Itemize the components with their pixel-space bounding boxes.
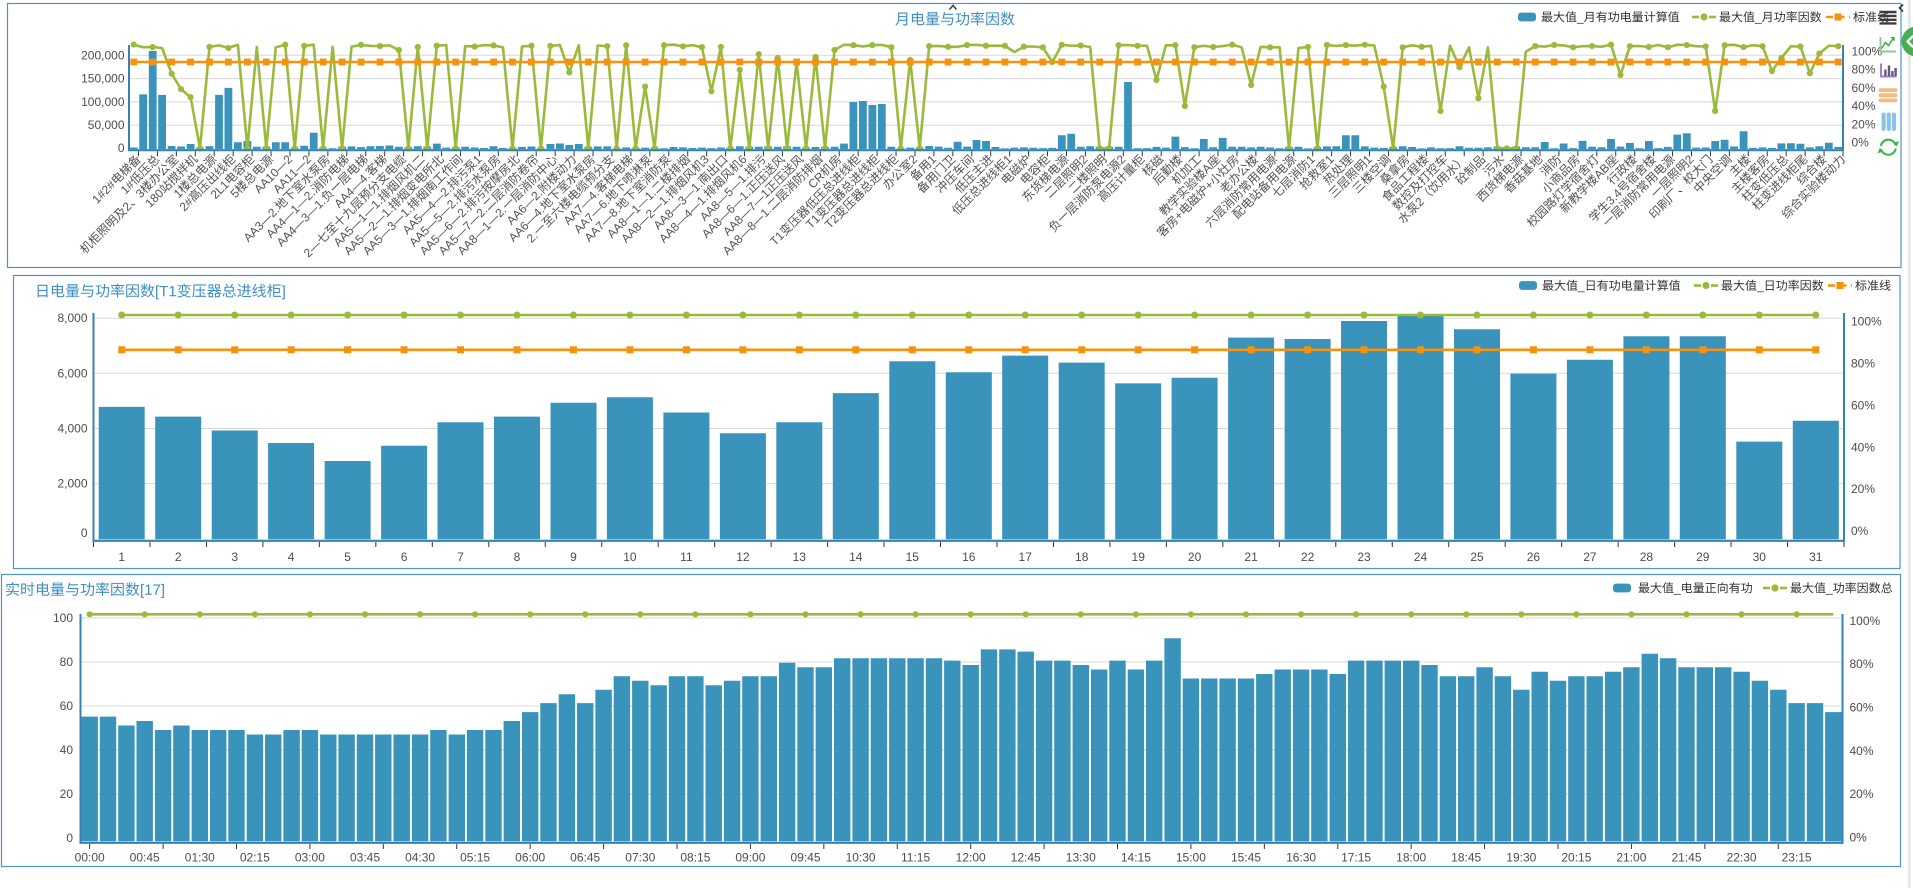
svg-text:40%: 40% — [1851, 440, 1875, 454]
svg-text:09:45: 09:45 — [790, 851, 820, 865]
svg-text:18:45: 18:45 — [1451, 851, 1481, 865]
svg-text:13: 13 — [793, 550, 807, 564]
svg-text:06:45: 06:45 — [570, 851, 600, 865]
svg-text:13:30: 13:30 — [1066, 851, 1096, 865]
svg-text:100%: 100% — [1851, 315, 1882, 329]
svg-text:15:45: 15:45 — [1231, 851, 1261, 865]
svg-text:15: 15 — [906, 550, 920, 564]
svg-text:6,000: 6,000 — [57, 366, 87, 380]
svg-text:11: 11 — [680, 550, 693, 564]
svg-text:15:00: 15:00 — [1176, 851, 1206, 865]
svg-text:14: 14 — [849, 550, 863, 564]
svg-text:16:30: 16:30 — [1286, 851, 1316, 865]
svg-text:22: 22 — [1301, 550, 1315, 564]
svg-text:00:45: 00:45 — [130, 851, 160, 865]
svg-text:28: 28 — [1640, 550, 1654, 564]
svg-text:23:15: 23:15 — [1782, 851, 1812, 865]
svg-text:6: 6 — [401, 550, 408, 564]
svg-text:11:15: 11:15 — [901, 851, 930, 865]
svg-text:19:30: 19:30 — [1506, 851, 1536, 865]
svg-text:08:15: 08:15 — [680, 851, 710, 865]
svg-text:12:00: 12:00 — [956, 851, 986, 865]
svg-text:80%: 80% — [1851, 357, 1875, 371]
svg-text:40%: 40% — [1850, 744, 1874, 758]
svg-text:80%: 80% — [1852, 63, 1876, 77]
svg-text:150,000: 150,000 — [81, 72, 125, 86]
svg-text:01:30: 01:30 — [185, 851, 215, 865]
svg-text:0%: 0% — [1851, 524, 1869, 538]
svg-text:40: 40 — [60, 743, 74, 757]
svg-text:12:45: 12:45 — [1011, 851, 1041, 865]
svg-text:8,000: 8,000 — [57, 311, 87, 325]
svg-text:1: 1 — [118, 550, 125, 564]
svg-text:21:45: 21:45 — [1671, 851, 1701, 865]
svg-text:4: 4 — [288, 550, 295, 564]
svg-text:00:00: 00:00 — [75, 851, 105, 865]
svg-text:0%: 0% — [1852, 136, 1870, 150]
svg-text:100: 100 — [53, 611, 73, 625]
svg-text:04:30: 04:30 — [405, 851, 435, 865]
svg-text:20%: 20% — [1852, 117, 1876, 131]
svg-text:7: 7 — [457, 550, 464, 564]
svg-text:80%: 80% — [1850, 657, 1874, 671]
svg-text:20: 20 — [60, 787, 74, 801]
svg-text:60: 60 — [60, 699, 74, 713]
svg-text:60%: 60% — [1852, 81, 1876, 95]
svg-text:03:00: 03:00 — [295, 851, 325, 865]
svg-text:23: 23 — [1357, 550, 1371, 564]
svg-text:25: 25 — [1470, 550, 1484, 564]
svg-text:19: 19 — [1132, 550, 1146, 564]
svg-text:8: 8 — [514, 550, 521, 564]
svg-text:17:15: 17:15 — [1341, 851, 1371, 865]
svg-text:10:30: 10:30 — [846, 851, 876, 865]
svg-text:4,000: 4,000 — [57, 422, 87, 436]
svg-text:18:00: 18:00 — [1396, 851, 1426, 865]
svg-text:09:00: 09:00 — [735, 851, 765, 865]
svg-text:60%: 60% — [1851, 398, 1875, 412]
svg-text:80: 80 — [60, 655, 74, 669]
svg-text:20:15: 20:15 — [1561, 851, 1591, 865]
svg-text:27: 27 — [1583, 550, 1597, 564]
svg-text:16: 16 — [962, 550, 976, 564]
svg-text:200,000: 200,000 — [81, 48, 125, 62]
svg-text:03:45: 03:45 — [350, 851, 380, 865]
svg-text:26: 26 — [1527, 550, 1541, 564]
svg-text:100%: 100% — [1852, 44, 1883, 58]
svg-text:60%: 60% — [1850, 701, 1874, 715]
svg-text:06:00: 06:00 — [515, 851, 545, 865]
svg-text:50,000: 50,000 — [88, 118, 125, 132]
svg-text:20: 20 — [1188, 550, 1202, 564]
svg-text:100%: 100% — [1850, 614, 1881, 628]
svg-text:2: 2 — [175, 550, 182, 564]
svg-text:12: 12 — [736, 550, 750, 564]
svg-text:20%: 20% — [1850, 787, 1874, 801]
svg-text:100,000: 100,000 — [81, 95, 125, 109]
svg-text:17: 17 — [1019, 550, 1033, 564]
svg-text:18: 18 — [1075, 550, 1089, 564]
svg-text:0: 0 — [66, 831, 73, 845]
svg-text:05:15: 05:15 — [460, 851, 490, 865]
svg-text:02:15: 02:15 — [240, 851, 270, 865]
svg-text:20%: 20% — [1851, 482, 1875, 496]
svg-text:9: 9 — [570, 550, 577, 564]
svg-text:30: 30 — [1753, 550, 1767, 564]
svg-text:0: 0 — [81, 526, 88, 540]
svg-text:40%: 40% — [1852, 99, 1876, 113]
svg-text:21:00: 21:00 — [1616, 851, 1646, 865]
svg-text:10: 10 — [623, 550, 637, 564]
svg-text:07:30: 07:30 — [625, 851, 655, 865]
svg-text:2,000: 2,000 — [57, 477, 87, 491]
svg-text:22:30: 22:30 — [1727, 851, 1757, 865]
svg-text:31: 31 — [1809, 550, 1823, 564]
svg-text:5: 5 — [344, 550, 351, 564]
svg-text:24: 24 — [1414, 550, 1428, 564]
svg-text:14:15: 14:15 — [1121, 851, 1151, 865]
svg-text:29: 29 — [1696, 550, 1710, 564]
svg-text:3: 3 — [231, 550, 238, 564]
svg-text:0: 0 — [118, 141, 125, 155]
svg-text:0%: 0% — [1850, 831, 1868, 845]
svg-text:21: 21 — [1244, 550, 1258, 564]
